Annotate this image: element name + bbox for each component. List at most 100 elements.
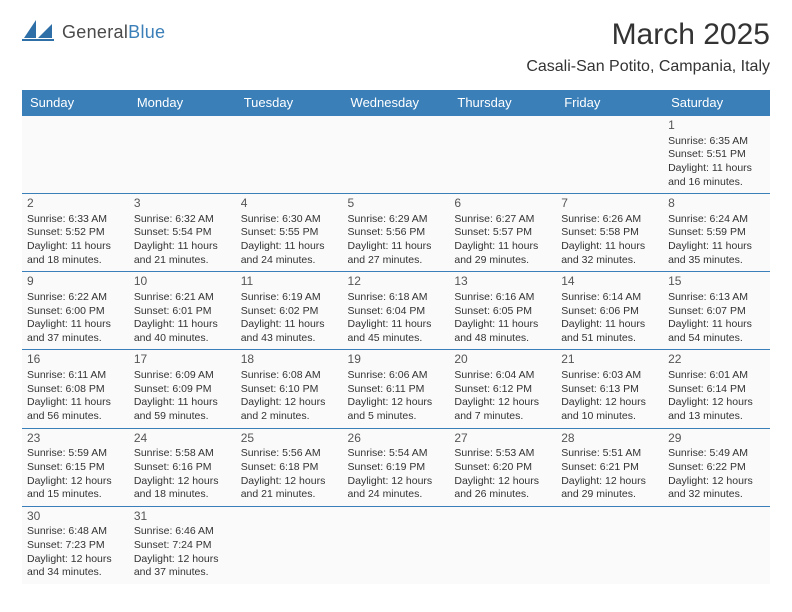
calendar-day-empty	[556, 506, 663, 584]
day-info: Sunrise: 6:22 AMSunset: 6:00 PMDaylight:…	[27, 291, 124, 346]
daylight-text: and 15 minutes.	[27, 488, 124, 502]
calendar-week: 30Sunrise: 6:48 AMSunset: 7:23 PMDayligh…	[22, 506, 770, 584]
sunset-text: Sunset: 6:10 PM	[241, 383, 338, 397]
sunrise-text: Sunrise: 6:11 AM	[27, 369, 124, 383]
weekday-header: Friday	[556, 90, 663, 115]
day-number: 26	[348, 431, 445, 447]
sunset-text: Sunset: 6:04 PM	[348, 305, 445, 319]
day-info: Sunrise: 6:29 AMSunset: 5:56 PMDaylight:…	[348, 213, 445, 268]
daylight-text: Daylight: 11 hours	[454, 240, 551, 254]
day-info: Sunrise: 6:46 AMSunset: 7:24 PMDaylight:…	[134, 525, 231, 580]
sunrise-text: Sunrise: 6:30 AM	[241, 213, 338, 227]
sunset-text: Sunset: 6:21 PM	[561, 461, 658, 475]
sunset-text: Sunset: 6:22 PM	[668, 461, 765, 475]
calendar-day: 2Sunrise: 6:33 AMSunset: 5:52 PMDaylight…	[22, 193, 129, 271]
day-info: Sunrise: 6:32 AMSunset: 5:54 PMDaylight:…	[134, 213, 231, 268]
weekday-header: Sunday	[22, 90, 129, 115]
day-number: 21	[561, 352, 658, 368]
weekday-header: Saturday	[663, 90, 770, 115]
day-info: Sunrise: 6:19 AMSunset: 6:02 PMDaylight:…	[241, 291, 338, 346]
day-number: 9	[27, 274, 124, 290]
day-info: Sunrise: 6:08 AMSunset: 6:10 PMDaylight:…	[241, 369, 338, 424]
daylight-text: and 35 minutes.	[668, 254, 765, 268]
sunset-text: Sunset: 5:54 PM	[134, 226, 231, 240]
day-info: Sunrise: 6:27 AMSunset: 5:57 PMDaylight:…	[454, 213, 551, 268]
day-info: Sunrise: 5:53 AMSunset: 6:20 PMDaylight:…	[454, 447, 551, 502]
calendar-day: 3Sunrise: 6:32 AMSunset: 5:54 PMDaylight…	[129, 193, 236, 271]
sunset-text: Sunset: 5:58 PM	[561, 226, 658, 240]
day-number: 6	[454, 196, 551, 212]
calendar-day-empty	[663, 506, 770, 584]
calendar-day: 8Sunrise: 6:24 AMSunset: 5:59 PMDaylight…	[663, 193, 770, 271]
sunset-text: Sunset: 6:11 PM	[348, 383, 445, 397]
daylight-text: and 21 minutes.	[134, 254, 231, 268]
day-info: Sunrise: 6:11 AMSunset: 6:08 PMDaylight:…	[27, 369, 124, 424]
day-info: Sunrise: 6:13 AMSunset: 6:07 PMDaylight:…	[668, 291, 765, 346]
day-number: 4	[241, 196, 338, 212]
calendar-day: 9Sunrise: 6:22 AMSunset: 6:00 PMDaylight…	[22, 271, 129, 349]
sunset-text: Sunset: 5:52 PM	[27, 226, 124, 240]
calendar-day-empty	[22, 115, 129, 193]
calendar-day: 25Sunrise: 5:56 AMSunset: 6:18 PMDayligh…	[236, 428, 343, 506]
sunset-text: Sunset: 5:59 PM	[668, 226, 765, 240]
daylight-text: and 43 minutes.	[241, 332, 338, 346]
daylight-text: Daylight: 11 hours	[27, 240, 124, 254]
page-title: March 2025	[526, 18, 770, 52]
brand-name: GeneralBlue	[62, 22, 165, 43]
day-info: Sunrise: 6:24 AMSunset: 5:59 PMDaylight:…	[668, 213, 765, 268]
daylight-text: Daylight: 12 hours	[134, 475, 231, 489]
day-number: 8	[668, 196, 765, 212]
day-number: 15	[668, 274, 765, 290]
sunset-text: Sunset: 6:18 PM	[241, 461, 338, 475]
daylight-text: Daylight: 11 hours	[668, 240, 765, 254]
weekday-header: Thursday	[449, 90, 556, 115]
daylight-text: Daylight: 11 hours	[241, 240, 338, 254]
header: GeneralBlue March 2025 Casali-San Potito…	[22, 18, 770, 76]
daylight-text: Daylight: 12 hours	[241, 396, 338, 410]
daylight-text: and 29 minutes.	[561, 488, 658, 502]
calendar-day: 5Sunrise: 6:29 AMSunset: 5:56 PMDaylight…	[343, 193, 450, 271]
sunset-text: Sunset: 6:06 PM	[561, 305, 658, 319]
day-info: Sunrise: 6:01 AMSunset: 6:14 PMDaylight:…	[668, 369, 765, 424]
calendar-day: 11Sunrise: 6:19 AMSunset: 6:02 PMDayligh…	[236, 271, 343, 349]
daylight-text: Daylight: 12 hours	[454, 475, 551, 489]
day-info: Sunrise: 6:06 AMSunset: 6:11 PMDaylight:…	[348, 369, 445, 424]
sunrise-text: Sunrise: 6:48 AM	[27, 525, 124, 539]
sunrise-text: Sunrise: 6:01 AM	[668, 369, 765, 383]
sunset-text: Sunset: 6:01 PM	[134, 305, 231, 319]
day-number: 22	[668, 352, 765, 368]
daylight-text: Daylight: 11 hours	[134, 240, 231, 254]
day-number: 28	[561, 431, 658, 447]
weekday-header: Wednesday	[343, 90, 450, 115]
calendar-day: 18Sunrise: 6:08 AMSunset: 6:10 PMDayligh…	[236, 349, 343, 427]
sunrise-text: Sunrise: 5:56 AM	[241, 447, 338, 461]
day-info: Sunrise: 6:30 AMSunset: 5:55 PMDaylight:…	[241, 213, 338, 268]
sunrise-text: Sunrise: 5:54 AM	[348, 447, 445, 461]
daylight-text: Daylight: 11 hours	[561, 318, 658, 332]
calendar-day: 14Sunrise: 6:14 AMSunset: 6:06 PMDayligh…	[556, 271, 663, 349]
sunrise-text: Sunrise: 6:06 AM	[348, 369, 445, 383]
daylight-text: Daylight: 12 hours	[348, 475, 445, 489]
daylight-text: and 10 minutes.	[561, 410, 658, 424]
day-info: Sunrise: 6:14 AMSunset: 6:06 PMDaylight:…	[561, 291, 658, 346]
sunset-text: Sunset: 6:02 PM	[241, 305, 338, 319]
calendar-day: 21Sunrise: 6:03 AMSunset: 6:13 PMDayligh…	[556, 349, 663, 427]
calendar-day: 15Sunrise: 6:13 AMSunset: 6:07 PMDayligh…	[663, 271, 770, 349]
sunset-text: Sunset: 7:23 PM	[27, 539, 124, 553]
sunrise-text: Sunrise: 6:19 AM	[241, 291, 338, 305]
daylight-text: and 51 minutes.	[561, 332, 658, 346]
day-info: Sunrise: 6:26 AMSunset: 5:58 PMDaylight:…	[561, 213, 658, 268]
calendar-week: 9Sunrise: 6:22 AMSunset: 6:00 PMDaylight…	[22, 271, 770, 349]
sunrise-text: Sunrise: 5:58 AM	[134, 447, 231, 461]
daylight-text: and 34 minutes.	[27, 566, 124, 580]
daylight-text: and 59 minutes.	[134, 410, 231, 424]
sunset-text: Sunset: 6:05 PM	[454, 305, 551, 319]
daylight-text: Daylight: 12 hours	[561, 396, 658, 410]
daylight-text: Daylight: 11 hours	[348, 240, 445, 254]
sunrise-text: Sunrise: 6:26 AM	[561, 213, 658, 227]
calendar-day-empty	[343, 115, 450, 193]
day-number: 5	[348, 196, 445, 212]
day-number: 23	[27, 431, 124, 447]
calendar-day: 19Sunrise: 6:06 AMSunset: 6:11 PMDayligh…	[343, 349, 450, 427]
daylight-text: and 21 minutes.	[241, 488, 338, 502]
